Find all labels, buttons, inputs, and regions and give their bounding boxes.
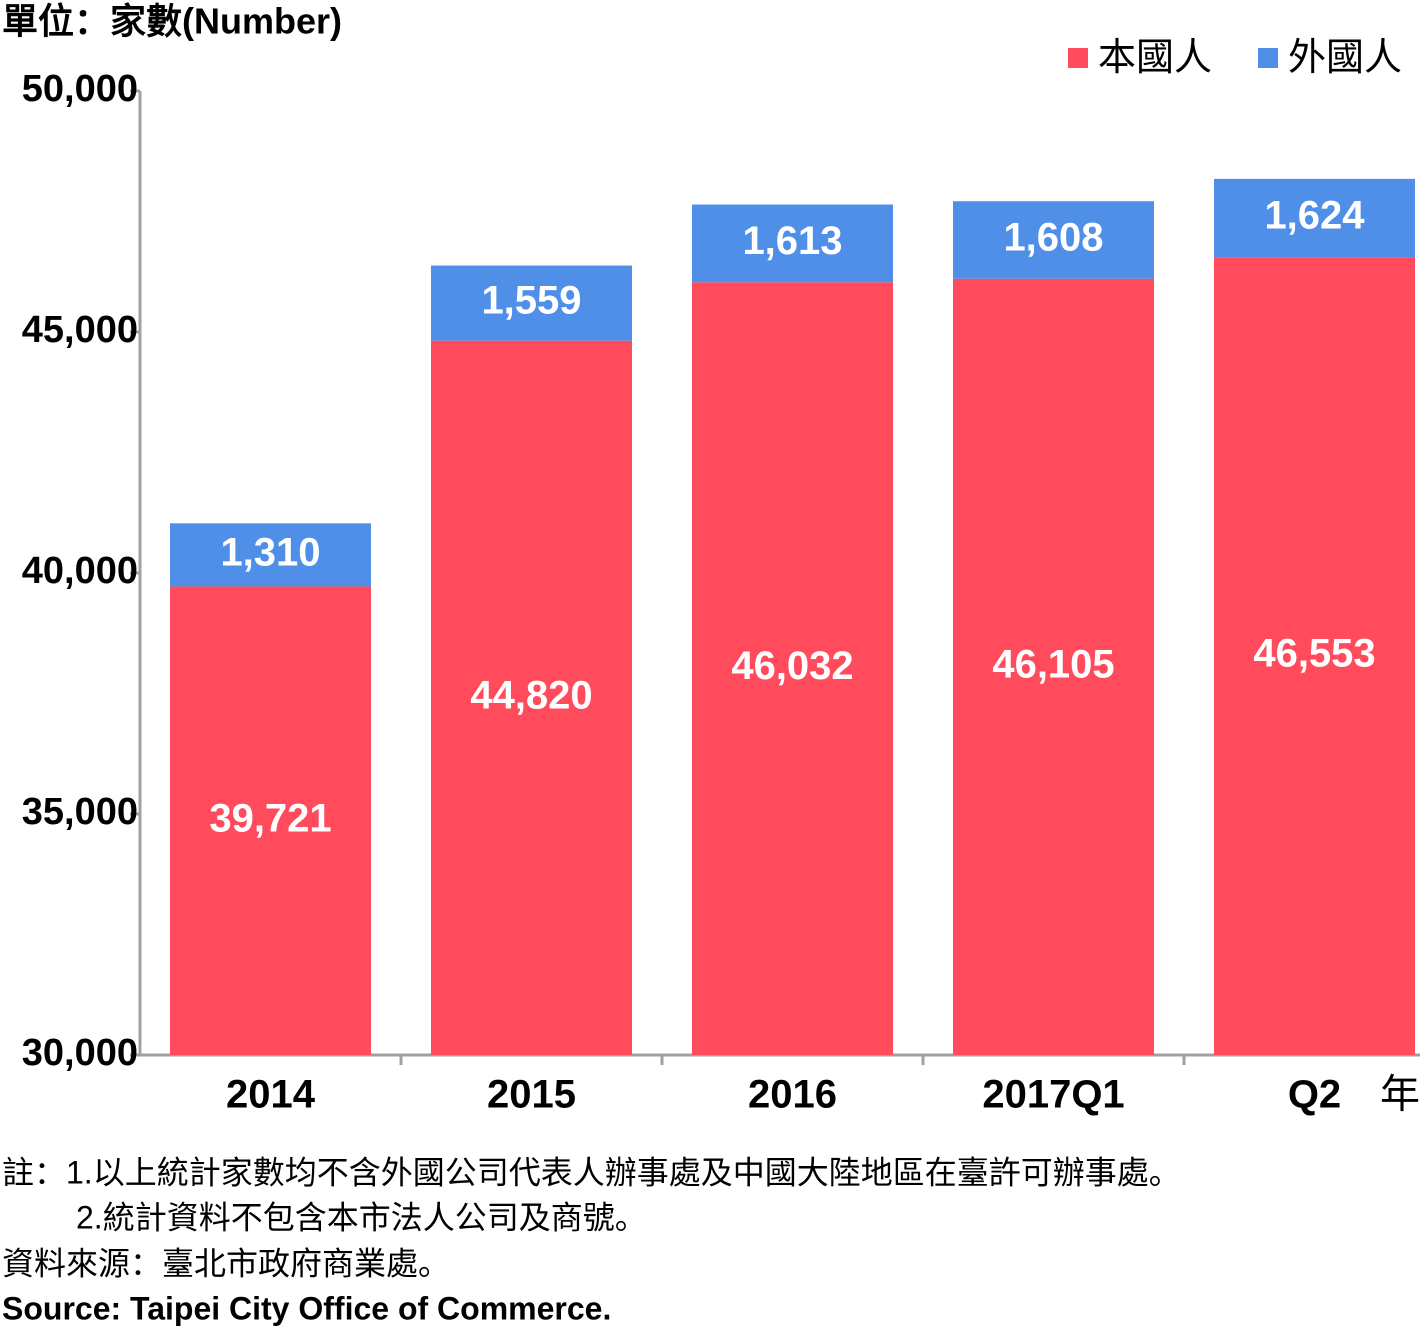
data-label: 1,624: [1264, 194, 1365, 238]
bar-segment: [170, 523, 371, 587]
legend-swatch: [1068, 48, 1088, 68]
bar-segment: [431, 265, 632, 341]
data-label: 46,553: [1253, 632, 1375, 676]
x-tick-label: 2014: [226, 1073, 316, 1117]
legend-swatch: [1258, 48, 1278, 68]
x-tick-label: 2016: [748, 1073, 837, 1117]
data-label: 39,721: [209, 796, 331, 840]
bar-segment: [1214, 178, 1415, 258]
bar-segment: [953, 201, 1154, 279]
y-tick-label: 30,000: [22, 1032, 138, 1074]
y-tick-label: 50,000: [22, 68, 138, 110]
bar-segment: [692, 282, 893, 1056]
bar-segment: [170, 586, 371, 1055]
x-axis-label: 年: [1380, 1073, 1420, 1117]
data-label: 1,608: [1003, 216, 1103, 260]
data-label: 46,032: [731, 644, 853, 688]
legend-label: 外國人: [1288, 37, 1402, 79]
data-label: 1,559: [481, 279, 581, 323]
data-label: 1,310: [220, 530, 320, 574]
y-tick-label: 40,000: [22, 550, 138, 592]
bar-segment: [692, 204, 893, 283]
x-tick-label: 2015: [487, 1073, 576, 1117]
data-label: 1,613: [742, 219, 842, 263]
data-label: 44,820: [470, 673, 592, 717]
bar-segment: [953, 278, 1154, 1055]
source: 資料來源：臺北市政府商業處。: [2, 1245, 450, 1281]
x-tick-label: 2017Q1: [982, 1073, 1124, 1117]
y-tick-label: 45,000: [22, 309, 138, 351]
data-label: 46,105: [992, 642, 1114, 686]
y-axis-label: 單位：家數(Number): [2, 1, 342, 42]
note: 註：1.以上統計家數均不含外國公司代表人辦事處及中國大陸地區在臺許可辦事處。: [2, 1154, 1181, 1190]
note: 2.統計資料不包含本市法人公司及商號。: [76, 1199, 647, 1235]
x-tick-label: Q2: [1288, 1073, 1341, 1117]
bar-segment: [431, 340, 632, 1055]
legend-label: 本國人: [1098, 37, 1212, 79]
bar-segment: [1214, 257, 1415, 1055]
source-en: Source: Taipei City Office of Commerce.: [2, 1290, 611, 1326]
y-tick-label: 35,000: [22, 791, 138, 833]
